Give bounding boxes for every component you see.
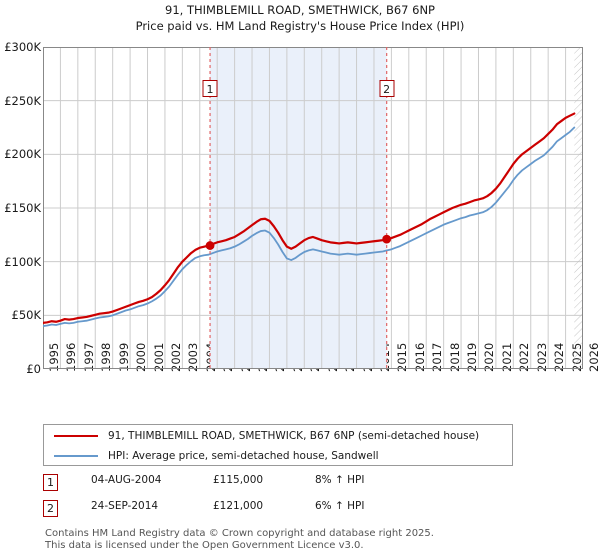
y-axis-labels: £0 £50K £100K £150K £200K £250K £300K xyxy=(0,0,41,560)
chart-event-marker-1: 1 xyxy=(202,79,218,97)
x-axis-tick-label: 2026 xyxy=(587,342,600,372)
chart-legend: 91, THIMBLEMILL ROAD, SMETHWICK, B67 6NP… xyxy=(43,424,513,466)
transaction-index-badge: 2 xyxy=(43,500,58,517)
chart-event-marker-2: 2 xyxy=(379,79,395,97)
y-axis-tick-label: £150K xyxy=(4,201,41,215)
legend-swatch-price-paid xyxy=(54,434,98,437)
y-axis-tick-label: £100K xyxy=(4,254,41,269)
y-axis-tick-label: £250K xyxy=(4,93,41,108)
legend-swatch-hpi xyxy=(54,454,98,457)
legend-label-price-paid: 91, THIMBLEMILL ROAD, SMETHWICK, B67 6NP… xyxy=(108,429,480,442)
transaction-date: 24-SEP-2014 xyxy=(91,500,159,512)
y-axis-tick-label: £50K xyxy=(11,308,42,323)
page-title: 91, THIMBLEMILL ROAD, SMETHWICK, B67 6NP… xyxy=(0,2,600,34)
footer-attribution: Contains HM Land Registry data © Crown c… xyxy=(45,528,585,552)
chart-plot-area xyxy=(43,47,583,369)
table-row: 2 24-SEP-2014 £121,000 6% ↑ HPI xyxy=(43,498,513,524)
y-axis-tick-label: £200K xyxy=(4,147,41,162)
legend-item-price-paid: 91, THIMBLEMILL ROAD, SMETHWICK, B67 6NP… xyxy=(44,425,512,446)
title-line-address: 91, THIMBLEMILL ROAD, SMETHWICK, B67 6NP xyxy=(165,3,435,17)
transaction-price: £121,000 xyxy=(213,500,264,512)
table-row: 1 04-AUG-2004 £115,000 8% ↑ HPI xyxy=(43,472,513,498)
transaction-hpi-delta: 6% ↑ HPI xyxy=(315,500,365,512)
y-axis-tick-label: £0 xyxy=(26,362,41,376)
transaction-date: 04-AUG-2004 xyxy=(91,474,162,486)
transaction-hpi-delta: 8% ↑ HPI xyxy=(315,474,365,486)
price-history-svg xyxy=(43,47,583,369)
footer-line-copyright: Contains HM Land Registry data © Crown c… xyxy=(45,528,434,539)
legend-item-hpi: HPI: Average price, semi-detached house,… xyxy=(44,445,512,466)
title-line-subtitle: Price paid vs. HM Land Registry's House … xyxy=(135,19,465,33)
y-axis-tick-label: £300K xyxy=(4,40,41,54)
transaction-index-badge: 1 xyxy=(43,474,58,491)
footer-line-licence: This data is licensed under the Open Gov… xyxy=(45,540,364,551)
transactions-table: 1 04-AUG-2004 £115,000 8% ↑ HPI 2 24-SEP… xyxy=(43,472,513,524)
legend-label-hpi: HPI: Average price, semi-detached house,… xyxy=(108,449,379,462)
transaction-price: £115,000 xyxy=(213,474,264,486)
